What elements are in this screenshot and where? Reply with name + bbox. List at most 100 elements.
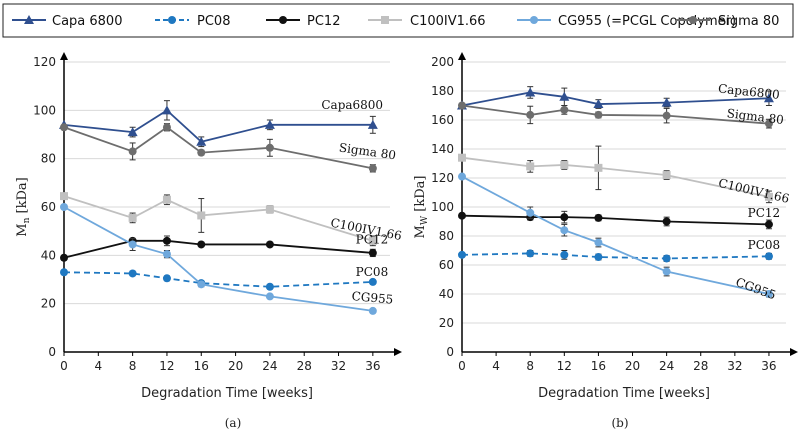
data-point-c100iv1-66-0 xyxy=(60,192,68,201)
data-point-capa-6800-12 xyxy=(559,91,570,101)
legend-label-sigma-80: Sigma 80 xyxy=(718,14,779,29)
data-point-pc08-24 xyxy=(265,282,274,291)
y-tick-label-100: 100 xyxy=(431,200,454,214)
x-tick-label-24: 24 xyxy=(659,359,674,373)
data-point-cg955-pcgl-copolymer-36 xyxy=(368,306,377,315)
x-tick-label-36: 36 xyxy=(761,359,776,373)
data-point-capa-6800-16 xyxy=(593,99,604,109)
x-tick-label-36: 36 xyxy=(365,359,380,373)
series-c100iv1-66: C100IV1.66 xyxy=(458,145,791,206)
panel-label: (a) xyxy=(225,416,242,430)
y-tick-label-120: 120 xyxy=(431,171,454,185)
data-point-pc12-12 xyxy=(560,213,569,222)
legend-marker-sigma-80 xyxy=(689,16,697,24)
series-annotation-cg955-pcgl-copolymer: CG955 xyxy=(734,275,778,302)
data-point-capa-6800-12 xyxy=(161,105,172,115)
y-tick-label-200: 200 xyxy=(431,55,454,69)
y-tick-label-40: 40 xyxy=(41,248,56,262)
data-point-sigma-80-16 xyxy=(197,148,206,157)
series-annotation-pc08: PC08 xyxy=(356,265,389,279)
data-point-sigma-80-12 xyxy=(162,123,171,132)
series-annotation-pc08: PC08 xyxy=(748,238,781,252)
y-axis-label: MW [kDa] xyxy=(413,176,430,239)
legend-marker-pc12 xyxy=(279,16,287,24)
data-point-sigma-80-0 xyxy=(60,123,68,132)
data-point-pc12-24 xyxy=(265,240,274,249)
data-point-sigma-80-12 xyxy=(560,105,569,114)
legend-marker-pc08 xyxy=(168,16,176,24)
x-tick-label-12: 12 xyxy=(159,359,174,373)
data-point-cg955-pcgl-copolymer-24 xyxy=(662,267,671,276)
y-tick-label-60: 60 xyxy=(41,200,56,214)
series-pc12: PC12 xyxy=(458,206,781,230)
legend-marker-cg955-pcgl-copolymer xyxy=(530,16,538,24)
legend-item-pc12: PC12 xyxy=(266,14,340,29)
x-tick-label-20: 20 xyxy=(228,359,243,373)
legend-item-pc08: PC08 xyxy=(155,14,230,29)
series-annotation-sigma-80: Sigma 80 xyxy=(726,106,785,127)
y-tick-label-0: 0 xyxy=(48,345,56,359)
data-point-sigma-80-0 xyxy=(458,101,466,110)
legend-item-sigma-80: Sigma 80 xyxy=(676,14,779,29)
data-point-pc12-0 xyxy=(458,211,466,220)
series-line-sigma-80 xyxy=(63,126,374,170)
legend-item-c100iv1-66: C100IV1.66 xyxy=(368,14,486,29)
panel-b: 0 4 8 12 16 20 24 28 32 36 0 20 40 60 80 100 120 140 160 18… xyxy=(413,52,798,430)
x-tick-label-16: 16 xyxy=(591,359,606,373)
legend-label-c100iv1-66: C100IV1.66 xyxy=(410,14,486,29)
data-point-cg955-pcgl-copolymer-16 xyxy=(197,280,206,289)
series-capa-6800: Capa6800 xyxy=(457,82,780,110)
x-axis-label: Degradation Time [weeks] xyxy=(538,386,710,401)
data-point-capa-6800-8 xyxy=(127,127,138,137)
series-line-c100iv1-66 xyxy=(63,195,374,242)
data-point-capa-6800-36 xyxy=(367,119,378,129)
series-cg955-pcgl-copolymer: CG955 xyxy=(60,203,394,315)
y-tick-label-160: 160 xyxy=(431,113,454,127)
data-point-capa-6800-8 xyxy=(525,87,536,97)
data-point-c100iv1-66-24 xyxy=(662,171,671,180)
y-tick-label-80: 80 xyxy=(439,229,454,243)
y-tick-label-60: 60 xyxy=(439,258,454,272)
data-point-sigma-80-36 xyxy=(764,119,773,128)
series-annotation-pc12: PC12 xyxy=(356,232,389,246)
x-tick-label-32: 32 xyxy=(727,359,742,373)
data-point-sigma-80-16 xyxy=(594,110,603,119)
x-tick-label-0: 0 xyxy=(60,359,68,373)
series-sigma-80: Sigma 80 xyxy=(458,101,785,129)
legend-label-pc12: PC12 xyxy=(307,14,340,29)
x-axis-arrow xyxy=(790,348,798,356)
data-point-c100iv1-66-0 xyxy=(458,153,466,162)
series-line-pc08 xyxy=(63,271,373,288)
data-point-pc12-0 xyxy=(60,253,68,262)
series-c100iv1-66: C100IV1.66 xyxy=(60,192,403,247)
x-tick-label-32: 32 xyxy=(331,359,346,373)
series-line-capa-6800 xyxy=(63,109,373,143)
series-annotation-pc12: PC12 xyxy=(748,206,781,220)
x-tick-label-8: 8 xyxy=(129,359,137,373)
data-point-capa-6800-16 xyxy=(196,136,207,146)
legend-label-cg955-pcgl-copolymer: CG955 (=PCGL Copolymer) xyxy=(558,14,736,29)
data-point-c100iv1-66-24 xyxy=(265,205,274,214)
series-line-pc08 xyxy=(461,252,769,260)
data-point-cg955-pcgl-copolymer-0 xyxy=(458,172,466,181)
series-line-c100iv1-66 xyxy=(461,156,770,198)
y-axis-arrow xyxy=(60,52,68,60)
data-point-pc12-24 xyxy=(662,217,671,226)
x-axis-arrow xyxy=(394,348,402,356)
data-point-cg955-pcgl-copolymer-8 xyxy=(128,240,137,249)
series-annotation-capa-6800: Capa6800 xyxy=(321,98,383,112)
y-tick-label-100: 100 xyxy=(33,103,56,117)
data-point-pc08-12 xyxy=(162,274,171,283)
y-tick-label-40: 40 xyxy=(439,287,454,301)
x-tick-label-12: 12 xyxy=(557,359,572,373)
x-tick-label-0: 0 xyxy=(458,359,466,373)
data-point-pc12-16 xyxy=(197,240,206,249)
data-point-c100iv1-66-16 xyxy=(197,211,206,220)
data-point-c100iv1-66-8 xyxy=(526,162,535,171)
data-point-sigma-80-24 xyxy=(265,143,274,152)
y-tick-label-140: 140 xyxy=(431,142,454,156)
series-pc08: PC08 xyxy=(60,265,388,291)
y-tick-label-20: 20 xyxy=(41,297,56,311)
y-tick-label-0: 0 xyxy=(446,345,454,359)
